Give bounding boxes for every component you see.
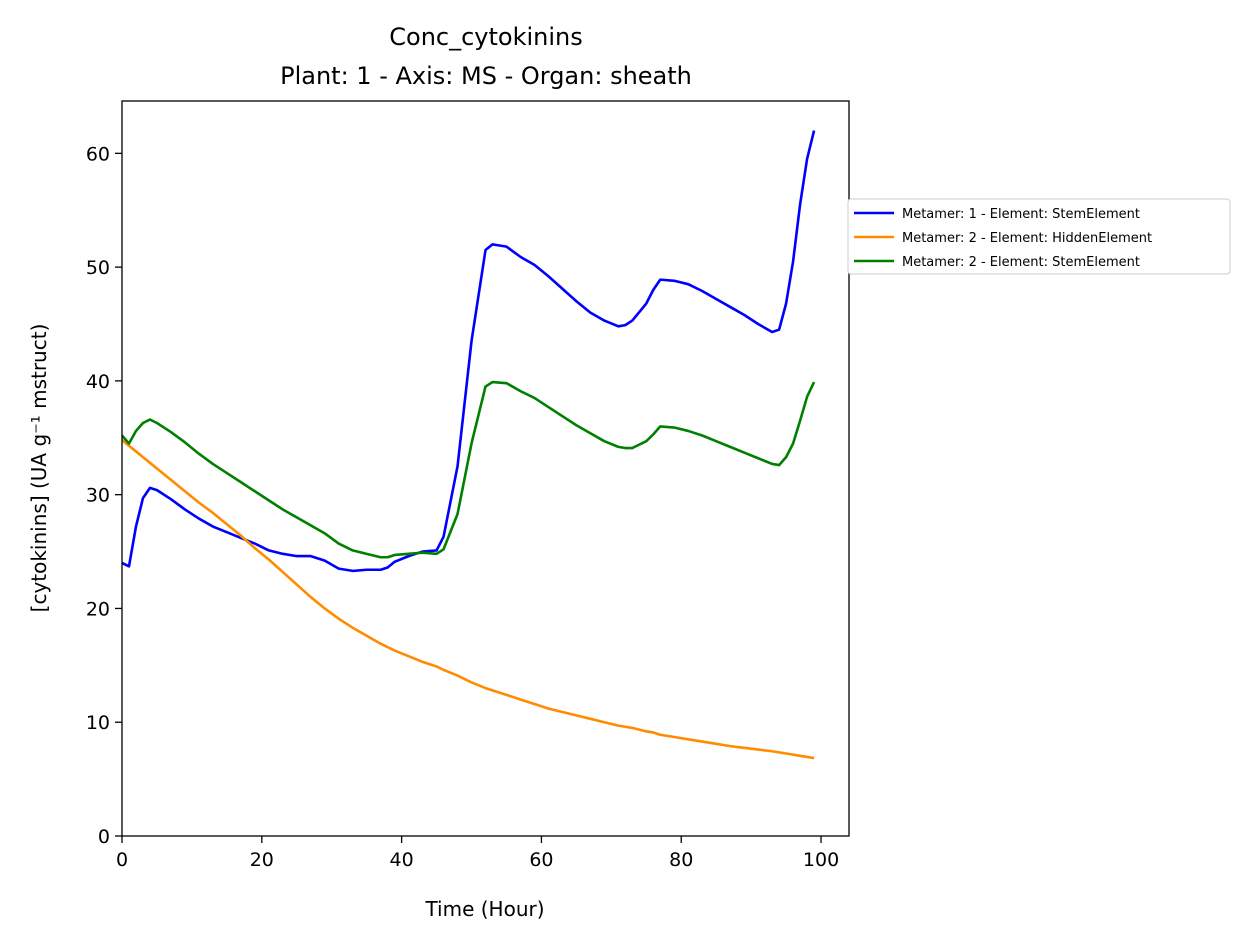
legend-label: Metamer: 2 - Element: HiddenElement xyxy=(902,231,1152,246)
line-series xyxy=(121,130,816,573)
x-tick-label: 100 xyxy=(803,849,839,871)
y-tick-label: 0 xyxy=(98,826,110,848)
y-tick-label: 60 xyxy=(86,143,110,165)
line-series xyxy=(121,380,816,559)
x-tick-label: 40 xyxy=(390,849,414,871)
x-tick-label: 80 xyxy=(669,849,693,871)
y-tick-label: 50 xyxy=(86,257,110,279)
x-tick-label: 0 xyxy=(116,849,128,871)
y-tick-label: 20 xyxy=(86,598,110,620)
y-tick-label: 10 xyxy=(86,712,110,734)
chart-title: Conc_cytokinins xyxy=(389,23,583,51)
plot-frame xyxy=(121,100,850,837)
y-tick-label: 40 xyxy=(86,371,110,393)
legend-box xyxy=(847,198,1231,275)
x-tick-label: 60 xyxy=(529,849,553,871)
chart-subtitle: Plant: 1 - Axis: MS - Organ: sheath xyxy=(280,62,692,90)
x-tick-label: 20 xyxy=(250,849,274,871)
y-tick-label: 30 xyxy=(86,485,110,507)
legend-label: Metamer: 1 - Element: StemElement xyxy=(902,207,1140,222)
line-series xyxy=(121,439,815,760)
legend-label: Metamer: 2 - Element: StemElement xyxy=(902,255,1140,270)
y-axis-label: [cytokinins] (UA g⁻¹ mstruct) xyxy=(27,324,51,613)
x-axis-label: Time (Hour) xyxy=(424,897,544,921)
